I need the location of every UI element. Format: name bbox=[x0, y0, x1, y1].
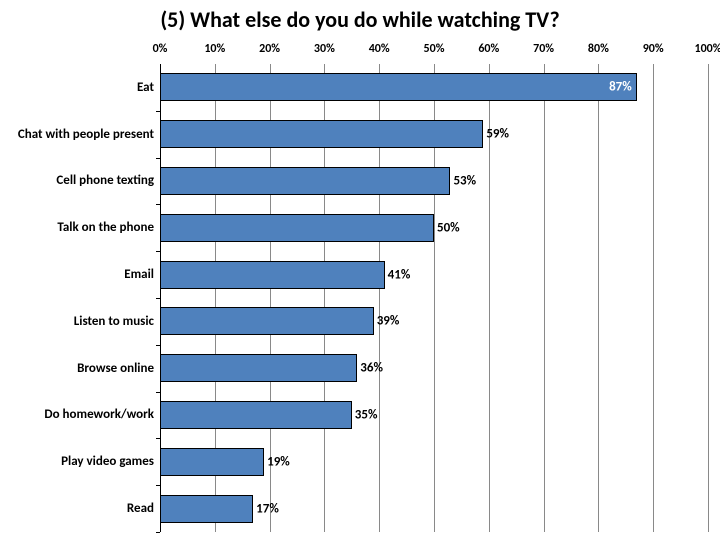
bar-value-label: 53% bbox=[449, 173, 476, 188]
chart-row: Talk on the phone50% bbox=[160, 204, 708, 251]
chart-row: Eat87% bbox=[160, 64, 708, 111]
chart-row: Listen to music39% bbox=[160, 298, 708, 345]
bar: 35% bbox=[160, 401, 352, 429]
bar-value-label: 17% bbox=[252, 501, 279, 516]
bar-value-label: 41% bbox=[384, 267, 411, 282]
category-label: Play video games bbox=[6, 454, 160, 469]
category-label: Email bbox=[6, 267, 160, 282]
chart-row: Do homework/work35% bbox=[160, 392, 708, 439]
bar-value-label: 19% bbox=[263, 454, 290, 469]
bar: 39% bbox=[160, 307, 374, 335]
x-axis-tick-label: 30% bbox=[314, 42, 335, 56]
x-axis-labels: 0%10%20%30%40%50%60%70%80%90%100% bbox=[160, 42, 708, 60]
x-axis-tick-label: 70% bbox=[533, 42, 554, 56]
x-axis-tick-label: 10% bbox=[204, 42, 225, 56]
x-axis-tick-label: 90% bbox=[643, 42, 664, 56]
category-label: Talk on the phone bbox=[6, 220, 160, 235]
chart-row: Email41% bbox=[160, 251, 708, 298]
category-label: Read bbox=[6, 501, 160, 516]
category-label: Do homework/work bbox=[6, 407, 160, 422]
y-axis-tick bbox=[156, 532, 160, 533]
chart-title: (5) What else do you do while watching T… bbox=[0, 0, 720, 33]
bar-value-label: 35% bbox=[351, 407, 378, 422]
category-label: Browse online bbox=[6, 361, 160, 376]
x-axis-tick-label: 60% bbox=[478, 42, 499, 56]
bar-value-label: 59% bbox=[482, 127, 509, 142]
rows: Eat87%Chat with people present59%Cell ph… bbox=[160, 64, 708, 532]
bar-value-label: 87% bbox=[609, 80, 632, 95]
bar-chart: 0%10%20%30%40%50%60%70%80%90%100% Eat87%… bbox=[160, 42, 708, 532]
bar: 87% bbox=[160, 73, 637, 101]
gridline bbox=[708, 64, 709, 532]
bar: 41% bbox=[160, 261, 385, 289]
category-label: Listen to music bbox=[6, 314, 160, 329]
bar: 53% bbox=[160, 167, 450, 195]
chart-row: Browse online36% bbox=[160, 345, 708, 392]
x-axis-tick-label: 100% bbox=[695, 42, 720, 56]
x-axis-tick-label: 80% bbox=[588, 42, 609, 56]
bar: 17% bbox=[160, 495, 253, 523]
x-axis-tick-label: 50% bbox=[424, 42, 445, 56]
bar: 59% bbox=[160, 120, 483, 148]
category-label: Chat with people present bbox=[6, 127, 160, 142]
x-axis-tick-label: 20% bbox=[259, 42, 280, 56]
chart-row: Play video games19% bbox=[160, 438, 708, 485]
bar: 50% bbox=[160, 214, 434, 242]
category-label: Cell phone texting bbox=[6, 173, 160, 188]
x-axis-tick-label: 40% bbox=[369, 42, 390, 56]
category-label: Eat bbox=[6, 80, 160, 95]
chart-row: Cell phone texting53% bbox=[160, 158, 708, 205]
bar-value-label: 39% bbox=[373, 314, 400, 329]
plot-area: Eat87%Chat with people present59%Cell ph… bbox=[160, 64, 708, 532]
bar: 36% bbox=[160, 354, 357, 382]
x-axis-tick-label: 0% bbox=[153, 42, 168, 56]
bar: 19% bbox=[160, 448, 264, 476]
bar-value-label: 50% bbox=[433, 220, 460, 235]
chart-row: Chat with people present59% bbox=[160, 111, 708, 158]
chart-row: Read17% bbox=[160, 485, 708, 532]
bar-value-label: 36% bbox=[356, 361, 383, 376]
